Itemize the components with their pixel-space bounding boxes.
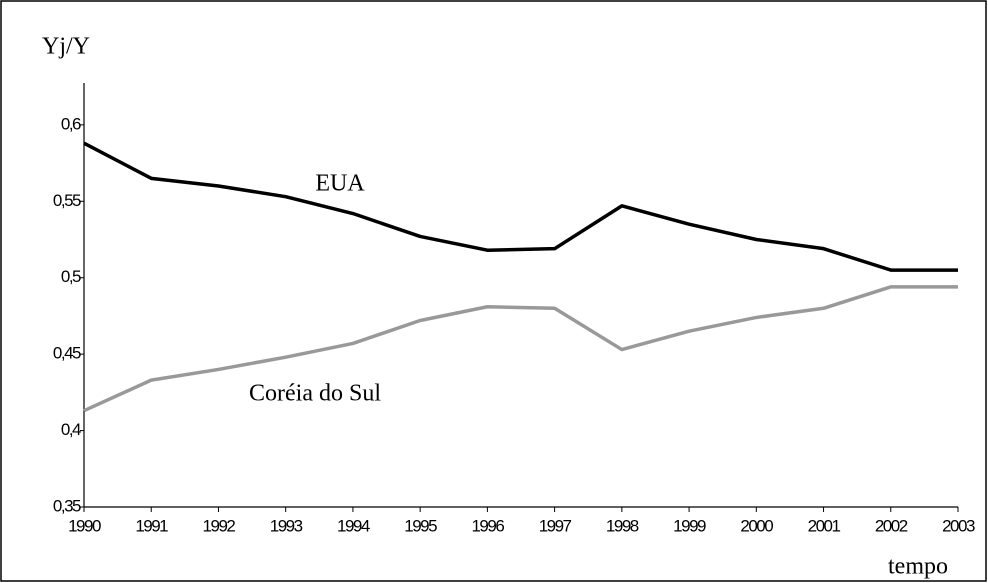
y-tick-label: 0,4 xyxy=(61,420,81,439)
x-tick-label: 1994 xyxy=(337,516,370,535)
y-tick-label: 0,55 xyxy=(53,191,81,210)
x-tick-label: 1991 xyxy=(135,516,168,535)
x-tick-label: 2001 xyxy=(808,516,841,535)
series-label: Coréia do Sul xyxy=(249,381,381,407)
series-line xyxy=(83,285,958,413)
x-tick-label: 1997 xyxy=(539,516,572,535)
x-tick-label: 1993 xyxy=(270,516,303,535)
x-tick-label: 1990 xyxy=(68,516,101,535)
x-axis-label: tempo xyxy=(888,554,948,580)
x-tick-label: 1995 xyxy=(404,516,437,535)
y-tick-label: 0,5 xyxy=(61,267,81,286)
x-tick-label: 2002 xyxy=(875,516,908,535)
x-tick-label: 1999 xyxy=(673,516,706,535)
y-tick-label: 0,6 xyxy=(61,114,81,133)
x-tick-label: 1996 xyxy=(471,516,504,535)
x-tick-label: 1992 xyxy=(203,516,236,535)
series-label: EUA xyxy=(315,171,365,197)
x-tick-label: 2000 xyxy=(740,516,773,535)
y-tick-label: 0,45 xyxy=(53,344,81,363)
series-line xyxy=(83,141,958,272)
y-axis-label: Yj/Y xyxy=(42,34,90,60)
y-tick-label: 0,35 xyxy=(53,496,81,515)
x-tick-label: 1998 xyxy=(606,516,639,535)
x-tick-label: 2003 xyxy=(942,516,975,535)
